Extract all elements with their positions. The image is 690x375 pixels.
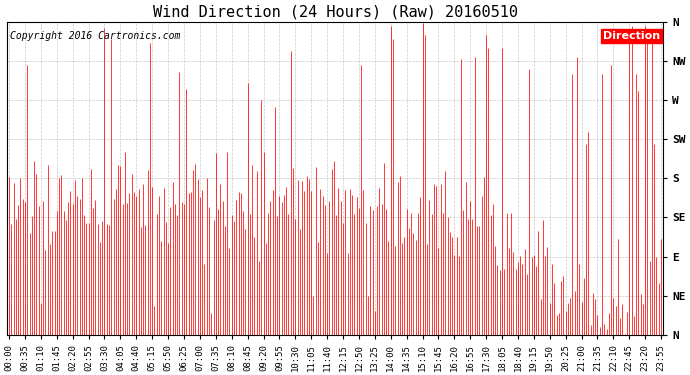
Text: Copyright 2016 Cartronics.com: Copyright 2016 Cartronics.com: [10, 31, 181, 41]
Title: Wind Direction (24 Hours) (Raw) 20160510: Wind Direction (24 Hours) (Raw) 20160510: [152, 4, 518, 19]
Text: Direction: Direction: [603, 31, 660, 41]
